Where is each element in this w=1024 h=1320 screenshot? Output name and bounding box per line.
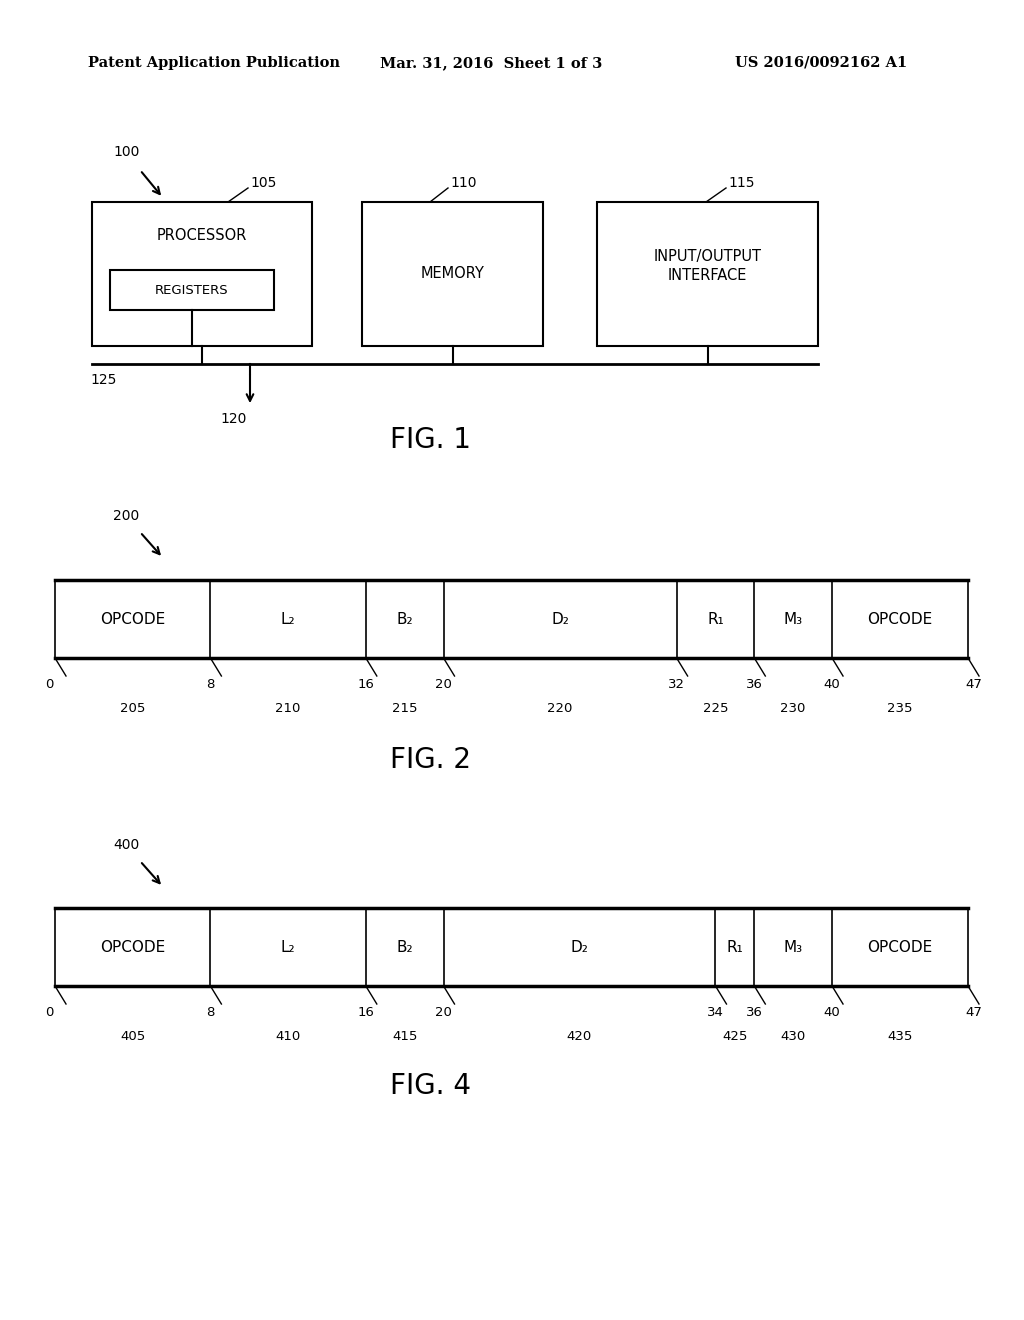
Text: 425: 425 [722,1030,748,1043]
Text: 8: 8 [206,678,215,692]
Text: 205: 205 [120,701,145,714]
Text: 110: 110 [450,176,476,190]
Text: MEMORY: MEMORY [421,267,484,281]
Text: 47: 47 [966,1006,982,1019]
Text: D₂: D₂ [570,940,589,954]
Text: 200: 200 [113,510,139,523]
Text: 400: 400 [113,838,139,851]
Text: 16: 16 [357,678,374,692]
Text: Patent Application Publication: Patent Application Publication [88,55,340,70]
Text: 120: 120 [220,412,247,426]
Bar [92,202,312,346]
Text: 40: 40 [823,1006,841,1019]
Text: OPCODE: OPCODE [100,940,165,954]
Text: 405: 405 [120,1030,145,1043]
Text: FIG. 4: FIG. 4 [389,1072,470,1100]
Text: FIG. 2: FIG. 2 [389,746,470,774]
Text: 435: 435 [888,1030,912,1043]
Text: PROCESSOR: PROCESSOR [157,227,247,243]
Text: 16: 16 [357,1006,374,1019]
Text: 235: 235 [887,701,912,714]
Text: 100: 100 [113,145,139,158]
Text: B₂: B₂ [396,940,413,954]
Text: 34: 34 [707,1006,724,1019]
Bar [110,271,274,310]
Text: 47: 47 [966,678,982,692]
Text: 8: 8 [206,1006,215,1019]
Text: M₃: M₃ [783,940,803,954]
Text: 20: 20 [435,678,452,692]
Text: FIG. 1: FIG. 1 [389,426,470,454]
Text: OPCODE: OPCODE [867,940,933,954]
Text: M₃: M₃ [783,611,803,627]
Text: D₂: D₂ [551,611,569,627]
Text: 115: 115 [728,176,755,190]
Text: 0: 0 [45,1006,53,1019]
Text: 40: 40 [823,678,841,692]
Text: R₁: R₁ [708,611,724,627]
Text: 420: 420 [567,1030,592,1043]
Text: 36: 36 [745,678,763,692]
Text: L₂: L₂ [281,611,295,627]
Text: 20: 20 [435,1006,452,1019]
Text: 225: 225 [702,701,728,714]
Text: OPCODE: OPCODE [100,611,165,627]
Bar [597,202,818,346]
Text: 210: 210 [275,701,301,714]
Text: 220: 220 [548,701,572,714]
Text: R₁: R₁ [726,940,743,954]
Text: REGISTERS: REGISTERS [156,284,228,297]
Text: 32: 32 [668,678,685,692]
Text: 415: 415 [392,1030,418,1043]
Text: 36: 36 [745,1006,763,1019]
Text: US 2016/0092162 A1: US 2016/0092162 A1 [735,55,907,70]
Text: 125: 125 [90,374,117,387]
Bar [362,202,543,346]
Text: 230: 230 [780,701,806,714]
Text: 105: 105 [250,176,276,190]
Text: L₂: L₂ [281,940,295,954]
Text: OPCODE: OPCODE [867,611,933,627]
Text: INPUT/OUTPUT
INTERFACE: INPUT/OUTPUT INTERFACE [653,248,762,284]
Text: 410: 410 [275,1030,301,1043]
Text: 215: 215 [392,701,418,714]
Text: 430: 430 [780,1030,806,1043]
Text: Mar. 31, 2016  Sheet 1 of 3: Mar. 31, 2016 Sheet 1 of 3 [380,55,602,70]
Text: B₂: B₂ [396,611,413,627]
Text: 0: 0 [45,678,53,692]
